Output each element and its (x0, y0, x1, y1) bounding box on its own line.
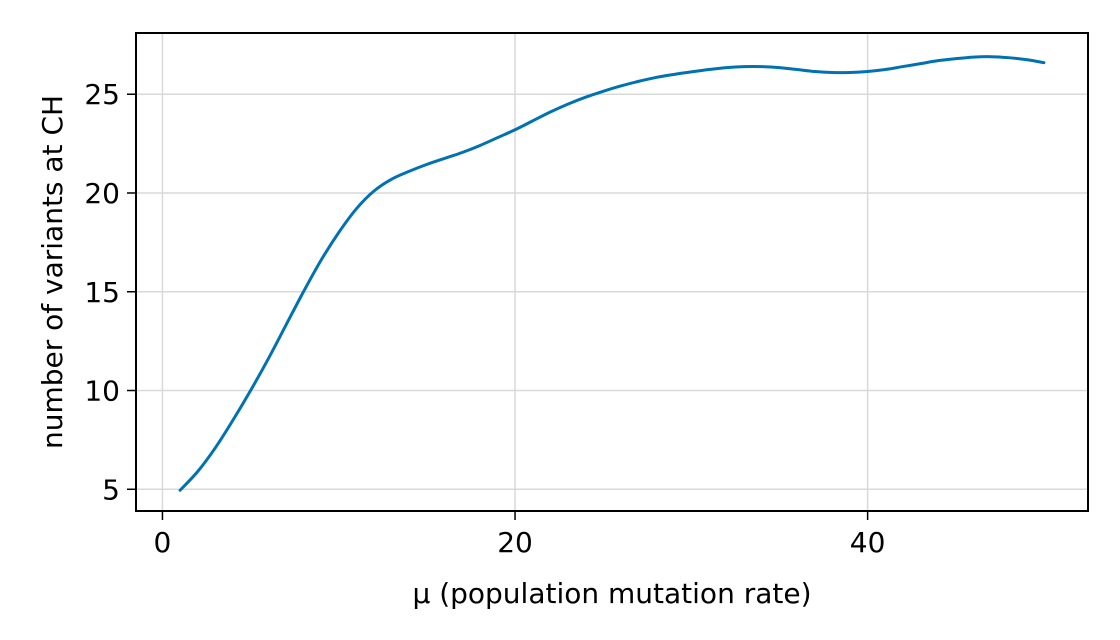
y-axis-label: number of variants at CH (36, 95, 69, 449)
grid (136, 33, 1088, 511)
x-axis-label: μ (population mutation rate) (412, 577, 811, 610)
plot-frame (135, 32, 1089, 512)
ticks: 0 20 40 5 10 15 20 25 (84, 78, 885, 559)
x-tick-label: 20 (497, 526, 533, 559)
y-tick-label: 5 (102, 473, 120, 506)
y-tick-label: 15 (84, 276, 120, 309)
series-layer (178, 55, 1046, 492)
y-tick-label: 25 (84, 78, 120, 111)
y-tick-label: 20 (84, 177, 120, 210)
y-tick-label: 10 (84, 375, 120, 408)
series-line-0 (178, 55, 1046, 492)
x-tick-label: 40 (850, 526, 886, 559)
x-tick-label: 0 (154, 526, 172, 559)
